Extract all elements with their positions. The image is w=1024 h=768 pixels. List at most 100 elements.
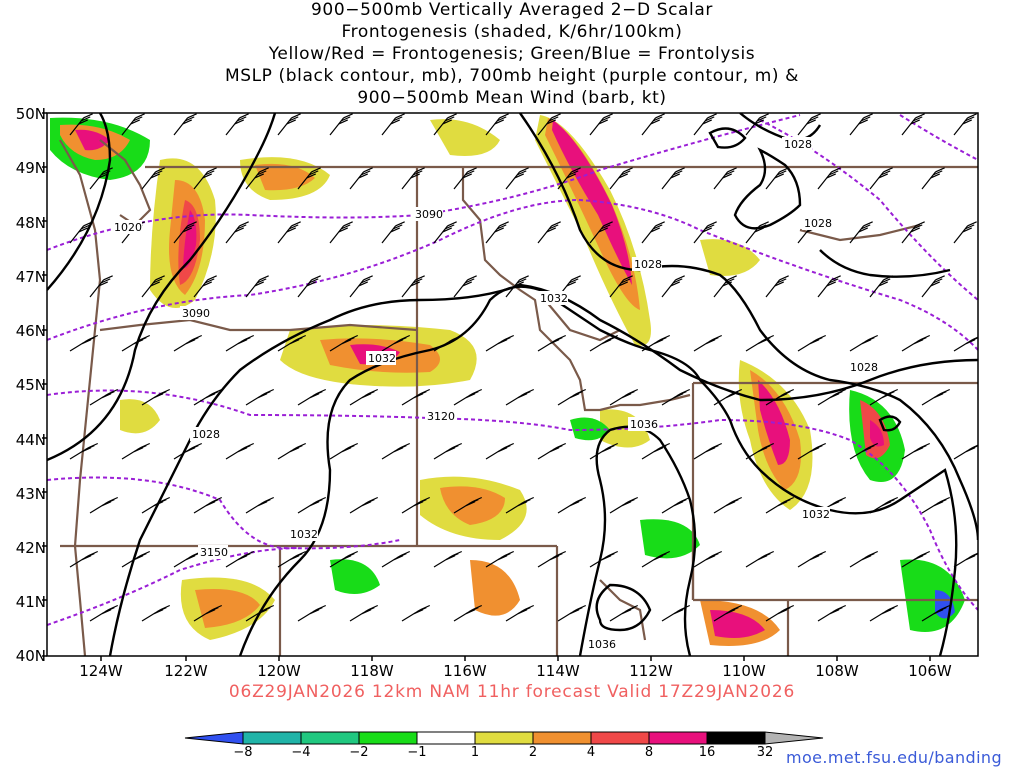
colorbar-swatch — [358, 731, 418, 745]
wind-barb — [141, 275, 165, 298]
lat-label-41n: 41N — [15, 593, 46, 611]
lon-label-110w: 110W — [722, 662, 766, 680]
wind-barb — [537, 442, 566, 460]
lat-label-43n: 43N — [15, 485, 46, 503]
wind-barb — [765, 167, 789, 190]
wind-barb — [745, 442, 774, 460]
wind-barb — [193, 275, 217, 298]
wind-barb — [557, 167, 581, 190]
wind-barb — [141, 496, 170, 514]
wind-barb — [537, 550, 566, 568]
height-label: 3090 — [415, 208, 443, 221]
lon-label-112w: 112W — [629, 662, 673, 680]
wind-barb — [453, 604, 482, 622]
wind-barb — [641, 334, 670, 352]
wind-barb — [953, 221, 977, 244]
wind-barb — [173, 550, 202, 568]
wind-barb — [713, 167, 737, 190]
wind-barb — [817, 388, 846, 406]
wind-barb — [765, 496, 794, 514]
mslp-label: 1036 — [630, 418, 658, 431]
wind-barb — [537, 221, 561, 244]
lat-label-50n: 50N — [15, 105, 46, 123]
wind-barb — [121, 442, 150, 460]
wind-barb — [381, 442, 410, 460]
wind-barb — [225, 221, 249, 244]
wind-barb — [453, 167, 477, 190]
wind-barb — [953, 113, 977, 136]
wind-barb — [505, 167, 529, 190]
wind-barb — [141, 388, 170, 406]
wind-barb — [453, 275, 477, 298]
wind-barb — [69, 334, 98, 352]
wind-barb — [225, 334, 254, 352]
wind-barb — [349, 167, 373, 190]
wind-barb — [433, 113, 457, 136]
colorbar-label: −1 — [407, 745, 427, 760]
wind-barb — [485, 113, 509, 136]
wind-barb — [921, 388, 950, 406]
wind-barb — [849, 442, 878, 460]
wind-barb — [537, 113, 561, 136]
lon-label-114w: 114W — [536, 662, 580, 680]
lat-label-40n: 40N — [15, 647, 46, 665]
lon-label-120w: 120W — [257, 662, 301, 680]
wind-barb — [505, 275, 529, 298]
mslp-label: 1028 — [804, 217, 832, 230]
mslp-label: 1036 — [588, 638, 616, 651]
700mb-height-contours — [47, 114, 978, 626]
wind-barb — [401, 388, 430, 406]
wind-barb — [589, 113, 613, 136]
wind-barb — [381, 334, 410, 352]
wind-barb — [225, 442, 254, 460]
wind-barb — [193, 604, 222, 622]
lat-label-42n: 42N — [15, 539, 46, 557]
mslp-label: 1020 — [114, 221, 142, 234]
wind-barb — [817, 604, 846, 622]
wind-barb — [713, 604, 742, 622]
mslp-label: 1032 — [368, 352, 396, 365]
wind-barb — [173, 221, 197, 244]
title-line-1: 900−500mb Vertically Averaged 2−D Scalar — [311, 0, 713, 20]
wind-barb — [329, 221, 353, 244]
wind-barb — [693, 334, 722, 352]
colorbar-swatch — [590, 731, 650, 745]
wind-barb — [485, 550, 514, 568]
lon-label-122w: 122W — [164, 662, 208, 680]
wind-barb — [245, 275, 269, 298]
mslp-label: 1028 — [634, 258, 662, 271]
wind-barb — [713, 496, 742, 514]
wind-barb — [193, 388, 222, 406]
colorbar-swatch — [532, 731, 592, 745]
wind-barb — [433, 334, 462, 352]
mslp-label: 1028 — [850, 361, 878, 374]
wind-barb — [297, 604, 326, 622]
wind-barb — [849, 550, 878, 568]
wind-barb — [89, 496, 118, 514]
wind-barb — [245, 604, 274, 622]
title-line-2: Frontogenesis (shaded, K/6hr/100km) — [341, 22, 683, 42]
wind-barb — [349, 275, 373, 298]
colorbar-label: −4 — [291, 745, 311, 760]
colorbar-label: −8 — [233, 745, 253, 760]
wind-barb — [797, 334, 826, 352]
wind-barb — [349, 388, 378, 406]
wind-barb — [869, 604, 898, 622]
wind-barb — [505, 604, 534, 622]
wind-barb — [661, 496, 690, 514]
wind-barb — [921, 275, 945, 298]
mslp-label: 1028 — [192, 428, 220, 441]
wind-barb — [869, 275, 893, 298]
mslp-contour-labels: 1028 1028 1020 1028 1032 1028 1032 1036 … — [112, 137, 878, 651]
lon-label-108w: 108W — [815, 662, 859, 680]
wind-barb — [277, 334, 306, 352]
mslp-label: 1028 — [784, 138, 812, 151]
wind-barb — [901, 113, 925, 136]
wind-barb — [589, 550, 618, 568]
wind-barb — [901, 221, 925, 244]
wind-barb — [869, 496, 898, 514]
wind-barb — [245, 388, 274, 406]
wind-barb — [381, 550, 410, 568]
wind-barb — [641, 113, 665, 136]
wind-barb — [745, 334, 774, 352]
